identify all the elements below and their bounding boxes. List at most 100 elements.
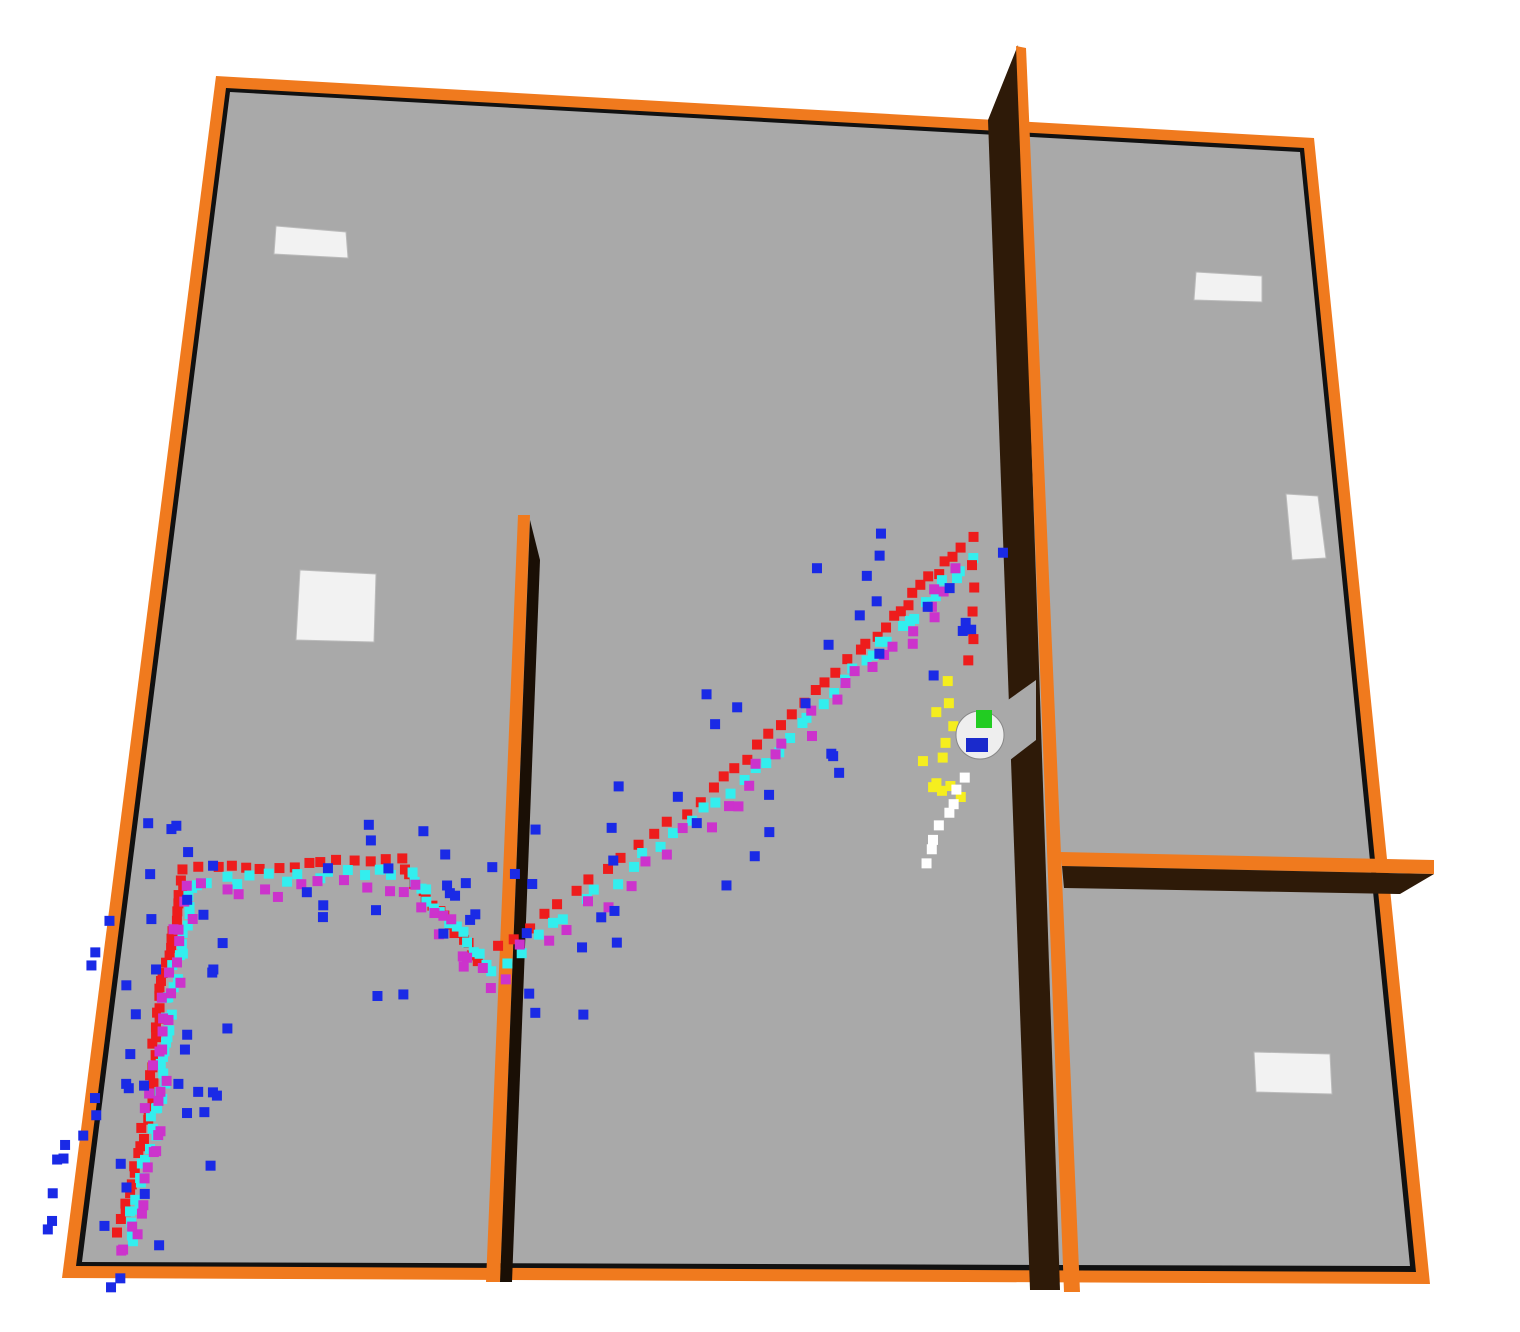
point [508,934,519,945]
point [222,1023,233,1034]
point [957,625,968,636]
point [810,685,821,696]
point [162,1032,173,1043]
point [179,1044,190,1055]
point [60,1139,71,1150]
point [908,626,919,637]
point [397,853,408,864]
point [174,936,185,947]
point [931,707,942,718]
point [951,573,962,584]
point [138,1200,149,1211]
point [157,968,168,979]
point [458,961,469,972]
point [603,902,614,913]
point [317,912,328,923]
point [516,948,527,959]
point [127,1221,138,1232]
point [143,818,154,829]
point [849,666,860,677]
point [312,876,323,887]
point [398,989,409,1000]
point [881,622,892,633]
point [438,928,449,939]
point [938,586,949,597]
point [917,756,928,767]
point [948,799,959,810]
point [474,948,485,959]
point [460,878,471,889]
point [613,879,624,890]
point [193,861,204,872]
point [493,940,504,951]
point [500,974,511,985]
point [168,924,179,935]
point [763,728,774,739]
point [183,847,194,858]
point [969,582,980,593]
point [166,933,177,944]
table [1193,271,1263,303]
point [161,1037,172,1048]
point [477,962,488,973]
point [360,870,371,881]
point [184,902,195,913]
point [233,889,244,900]
point [811,563,822,574]
point [157,1044,168,1055]
point [691,818,702,829]
point [502,958,513,969]
point [157,1026,168,1037]
point [785,733,796,744]
point [950,563,961,574]
point [725,788,736,799]
point [465,914,476,925]
point [385,886,396,897]
point [146,914,157,925]
point [155,975,166,986]
point [157,1051,168,1062]
point [936,785,947,796]
point [150,1022,161,1033]
point [874,648,885,659]
point [421,896,432,907]
point [115,1273,126,1284]
point [487,862,498,873]
point [521,928,532,939]
point [524,988,535,999]
point [407,867,418,878]
point [942,676,953,687]
point [144,1088,155,1099]
point [222,871,233,882]
point [182,1108,193,1119]
point [509,868,520,879]
point [708,782,719,793]
point [872,631,883,642]
wall-shadow [988,45,1060,1290]
point [151,1103,162,1114]
point [365,835,376,846]
point [370,905,381,916]
point [701,689,712,700]
point [750,758,761,769]
point [966,624,977,635]
point [661,816,672,827]
point [195,878,206,889]
point [182,1029,193,1040]
point [331,854,342,865]
point [577,942,588,953]
point [175,977,186,988]
robot-sensor [976,710,992,728]
point [907,638,918,649]
point [582,896,593,907]
point [557,914,568,925]
point [472,956,483,967]
point [462,937,473,948]
point [145,1111,156,1122]
point [761,758,772,769]
point [139,1080,150,1091]
point [145,869,156,880]
point [208,860,219,871]
point [968,531,979,542]
point [138,1133,149,1144]
